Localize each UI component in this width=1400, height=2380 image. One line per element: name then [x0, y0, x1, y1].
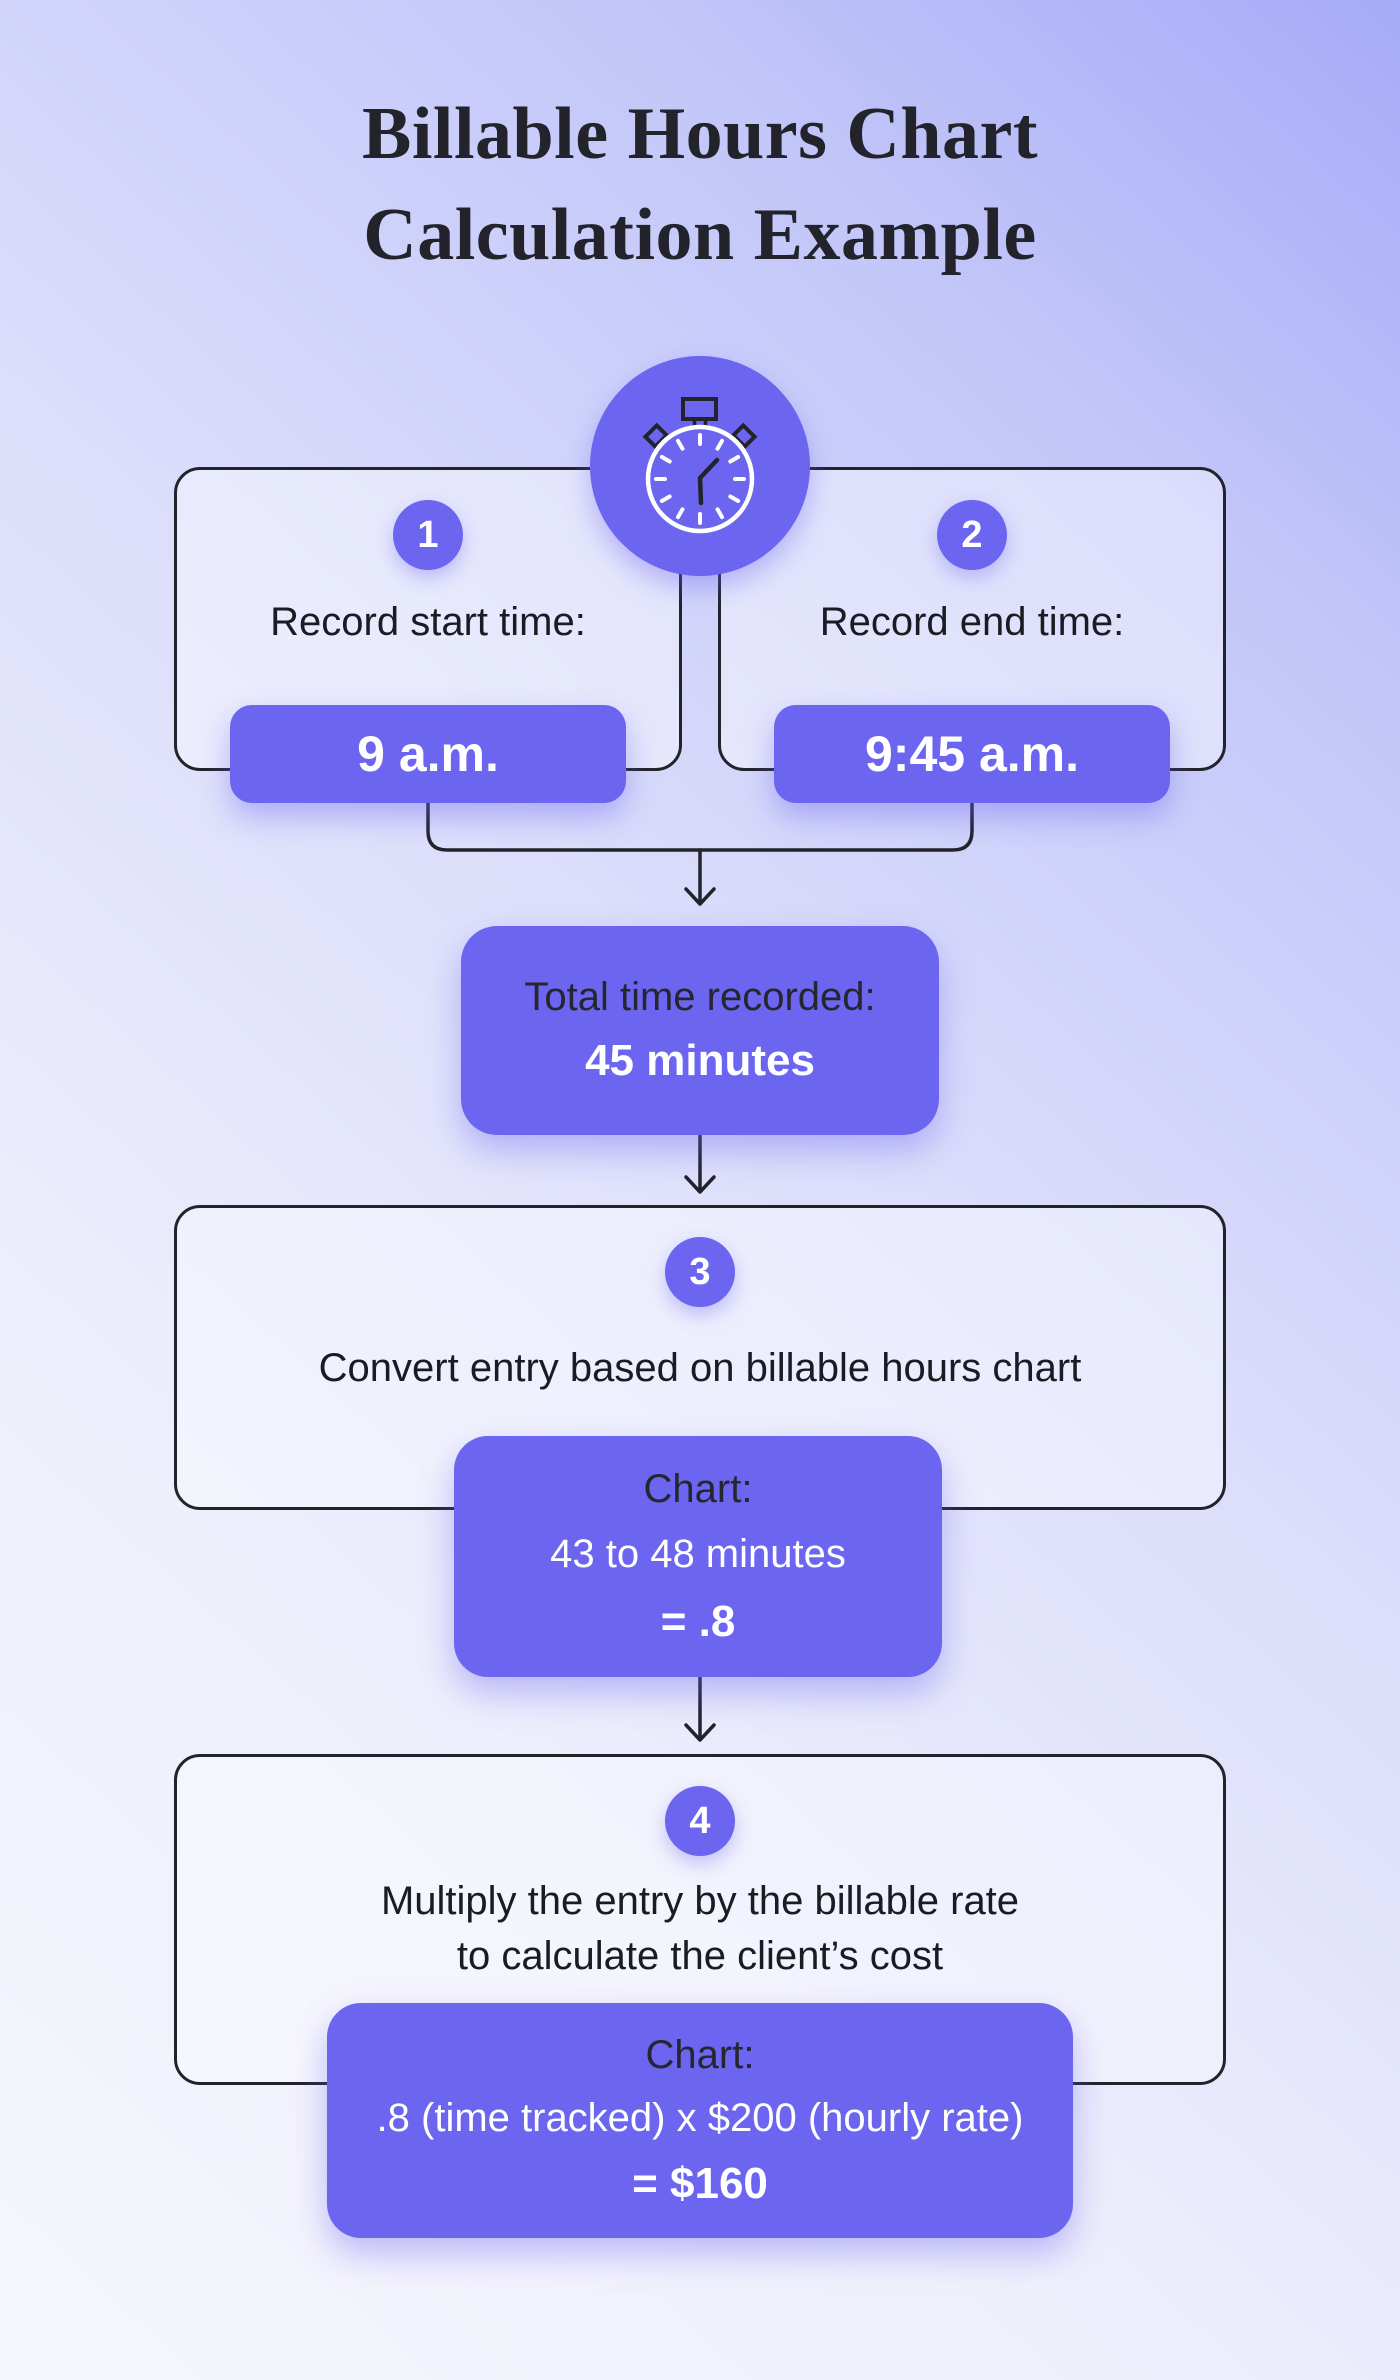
step4-label-line1: Multiply the entry by the billable rate — [380, 1879, 1020, 1923]
step4-chart-line: .8 (time tracked) x $200 (hourly rate) — [376, 2095, 1024, 2140]
step4-chart-label: Chart: — [645, 2032, 755, 2077]
step4-chart-box: Chart: .8 (time tracked) x $200 (hourly … — [327, 2003, 1073, 2238]
arrow-down-head — [684, 1175, 716, 1194]
step4-chart-result: = $160 — [632, 2158, 768, 2208]
step1-number-badge: 1 — [393, 500, 463, 570]
arrow-down-head — [684, 887, 716, 906]
step2-label: Record end time: — [819, 600, 1125, 644]
step3-number-badge: 3 — [665, 1237, 735, 1307]
step1-label: Record start time: — [270, 600, 586, 644]
step1-number: 1 — [417, 513, 439, 556]
end-time-pill: 9:45 a.m. — [774, 705, 1170, 803]
step2-number: 2 — [961, 513, 983, 556]
page-title: Billable Hours Chart Calculation Example — [0, 84, 1400, 285]
step3-chart-result: = .8 — [660, 1596, 736, 1646]
step4-number: 4 — [689, 1799, 711, 1842]
total-time-value: 45 minutes — [585, 1036, 815, 1085]
start-time-pill: 9 a.m. — [230, 705, 626, 803]
step3-chart-label: Chart: — [643, 1466, 753, 1511]
step3-chart-box: Chart: 43 to 48 minutes = .8 — [454, 1436, 942, 1677]
step4-number-badge: 4 — [665, 1786, 735, 1856]
total-time-box: Total time recorded: 45 minutes — [461, 926, 939, 1135]
stopwatch-badge — [590, 356, 810, 576]
merge-bracket-line — [426, 801, 974, 852]
stopwatch-icon — [642, 397, 758, 534]
step2-number-badge: 2 — [937, 500, 1007, 570]
step3-chart-line: 43 to 48 minutes — [550, 1531, 846, 1576]
total-time-label: Total time recorded: — [524, 975, 876, 1019]
step3-label: Convert entry based on billable hours ch… — [318, 1346, 1082, 1390]
step4-label-line2: to calculate the client’s cost — [456, 1934, 944, 1979]
end-time-value: 9:45 a.m. — [864, 726, 1079, 782]
start-time-value: 9 a.m. — [357, 726, 499, 782]
page-title-line1: Billable Hours Chart — [361, 93, 1039, 175]
step3-number: 3 — [689, 1250, 711, 1293]
page-title-line2: Calculation Example — [363, 193, 1037, 276]
arrow-down-head — [684, 1723, 716, 1742]
step4-label: Multiply the entry by the billable rate … — [174, 1874, 1226, 1984]
